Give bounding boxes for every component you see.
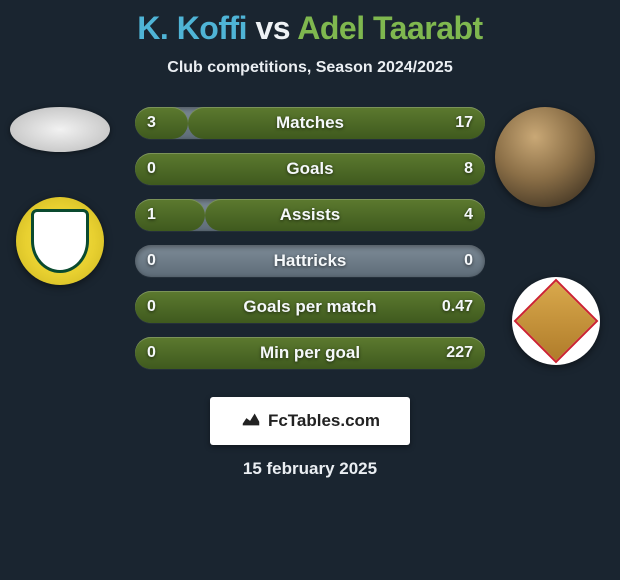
- stat-row: 14Assists: [135, 199, 485, 231]
- stat-row: 08Goals: [135, 153, 485, 185]
- player2-avatar: [495, 107, 595, 207]
- player2-club-badge: [512, 277, 600, 365]
- stat-label: Assists: [135, 205, 485, 225]
- player1-name: K. Koffi: [137, 10, 247, 46]
- stat-label: Hattricks: [135, 251, 485, 271]
- stat-row: 0227Min per goal: [135, 337, 485, 369]
- site-name: FcTables.com: [268, 411, 380, 431]
- page-title: K. Koffi vs Adel Taarabt: [0, 0, 620, 47]
- stat-row: 00.47Goals per match: [135, 291, 485, 323]
- subtitle: Club competitions, Season 2024/2025: [0, 59, 620, 77]
- stat-row: 00Hattricks: [135, 245, 485, 277]
- stat-row: 317Matches: [135, 107, 485, 139]
- stat-label: Goals: [135, 159, 485, 179]
- site-branding: FcTables.com: [210, 397, 410, 445]
- player1-club-badge: [16, 197, 104, 285]
- stat-label: Min per goal: [135, 343, 485, 363]
- stats-bars: 317Matches 08Goals 14Assists 00Hattricks 00.…: [135, 107, 485, 383]
- chart-icon: [240, 408, 262, 435]
- vs-separator: vs: [255, 10, 290, 46]
- snapshot-date: 15 february 2025: [0, 459, 620, 479]
- player1-avatar: [10, 107, 110, 152]
- stat-label: Matches: [135, 113, 485, 133]
- stat-label: Goals per match: [135, 297, 485, 317]
- player2-name: Adel Taarabt: [297, 10, 482, 46]
